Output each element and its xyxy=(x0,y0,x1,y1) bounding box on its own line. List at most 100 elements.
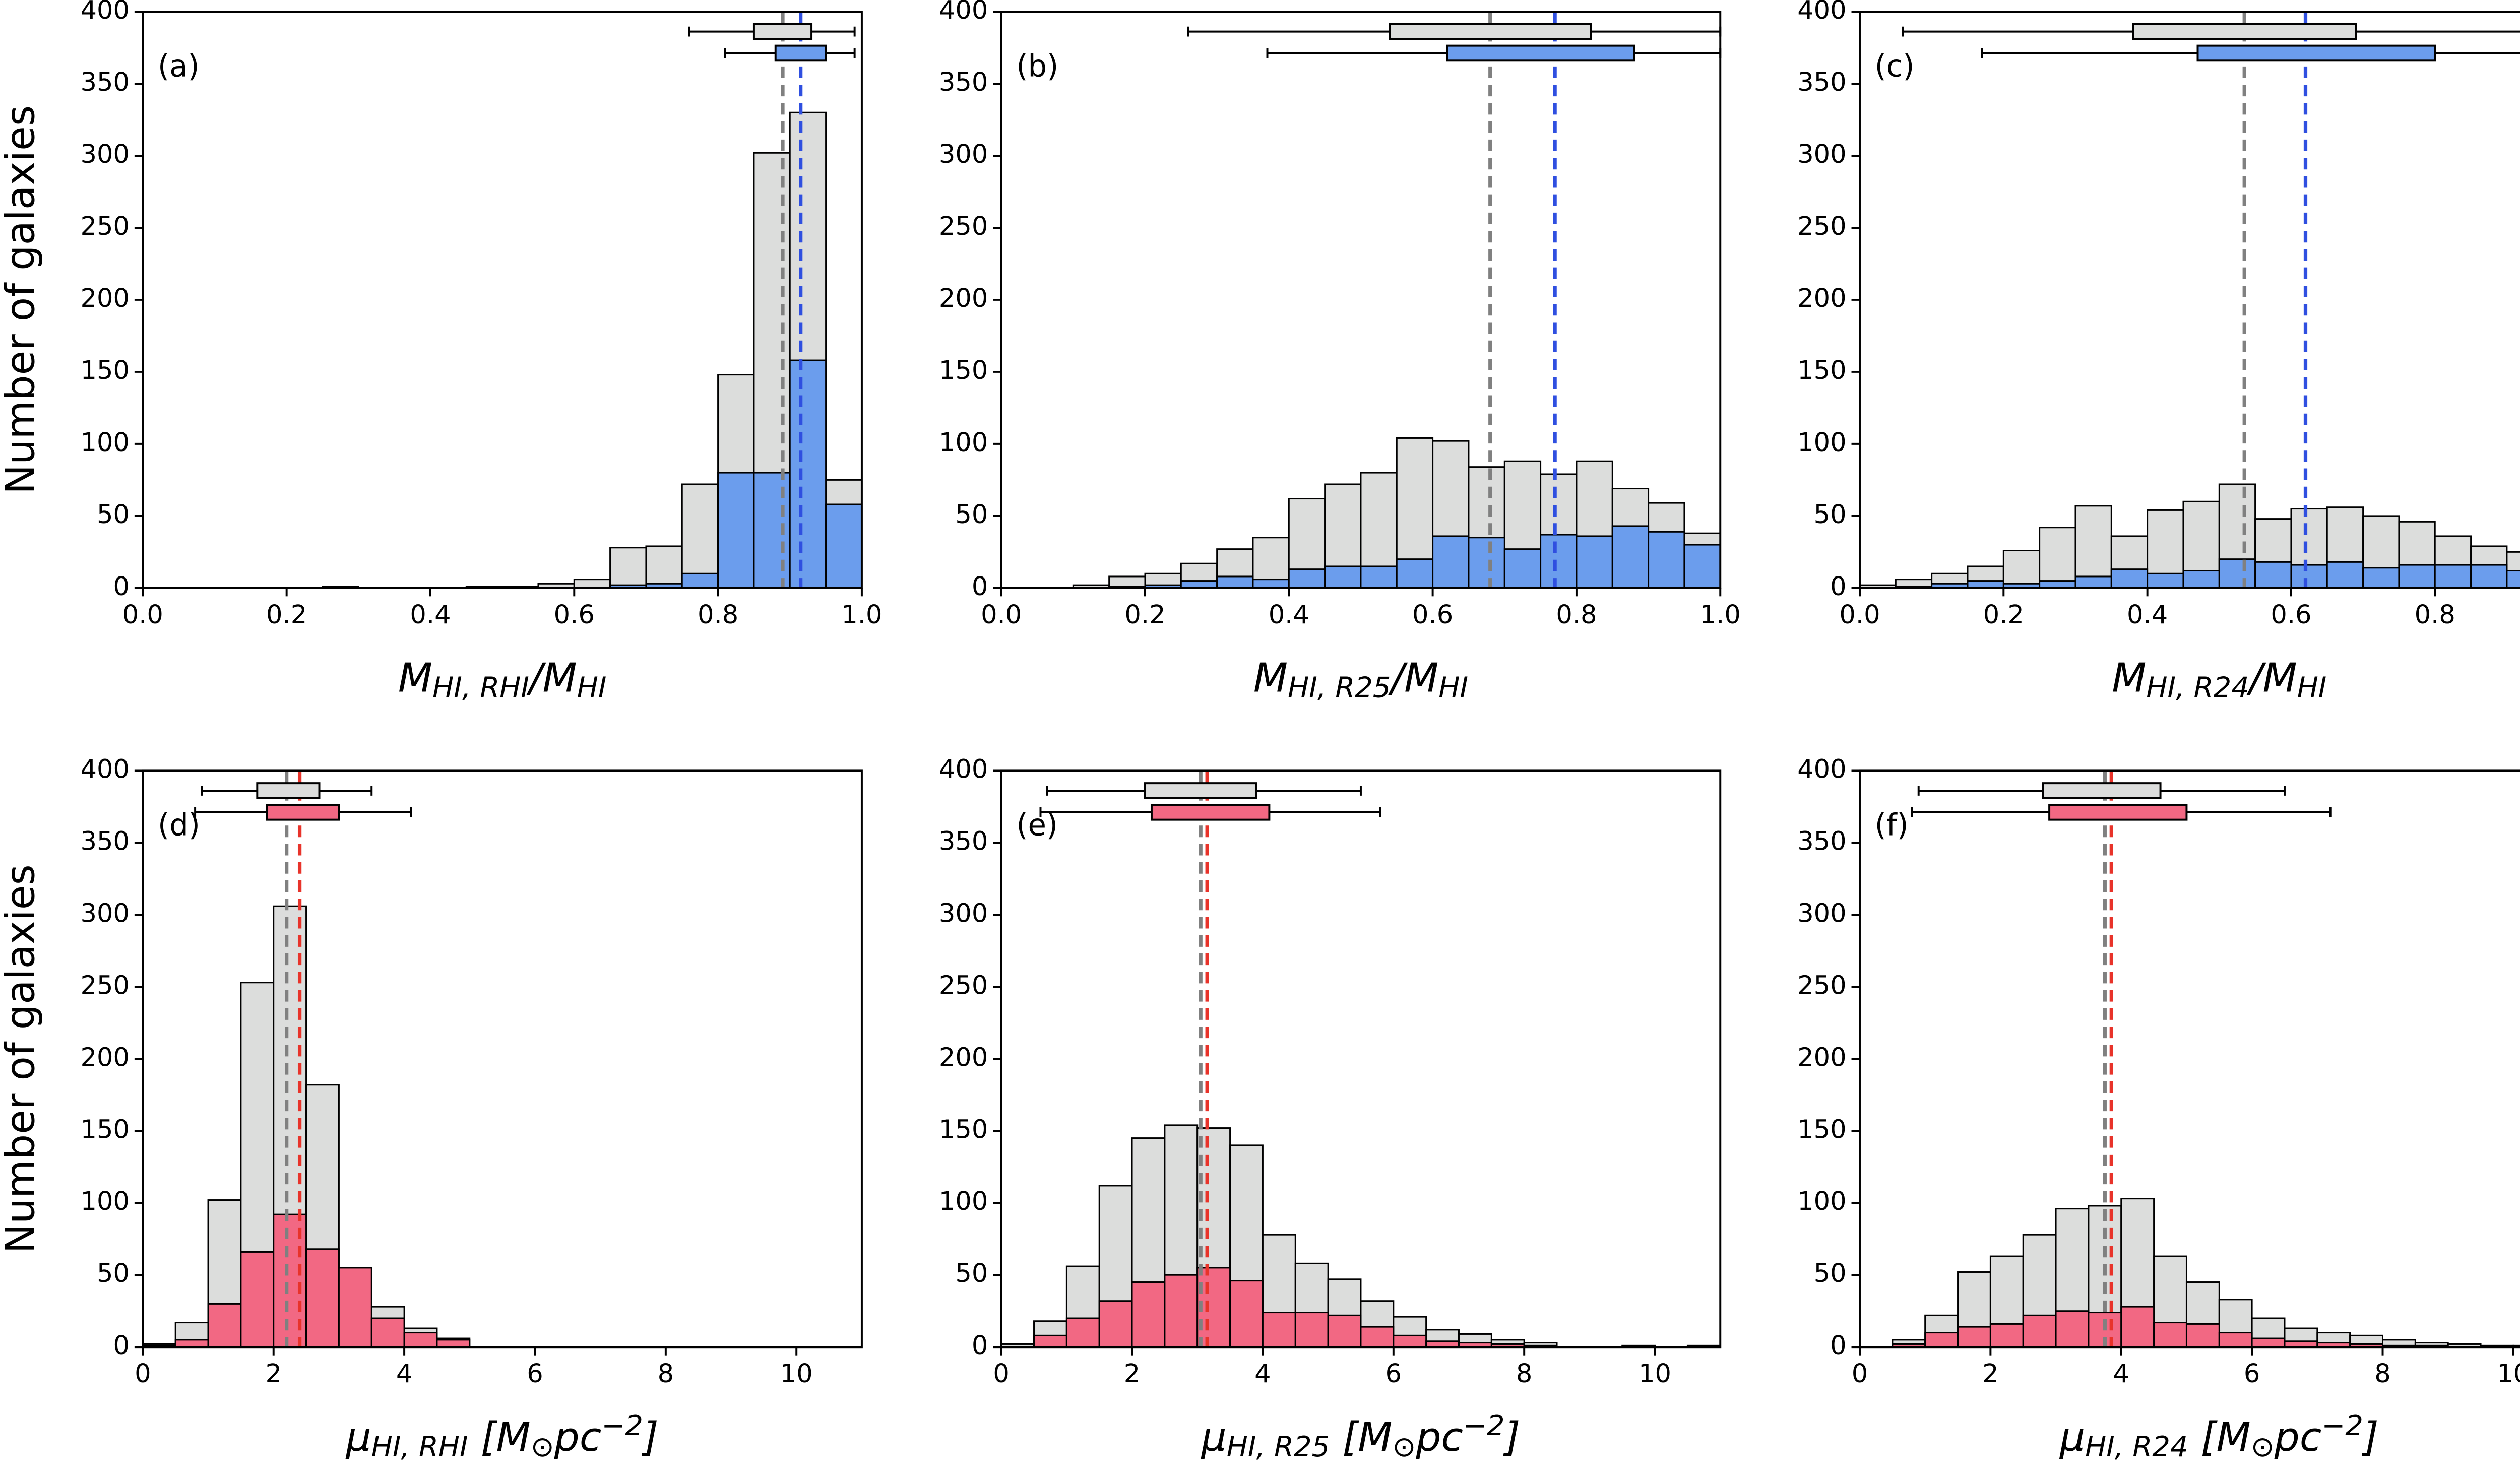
histogram-bar xyxy=(1229,1280,1264,1348)
x-axis-label-part: HI, R24 xyxy=(2146,672,2249,704)
histogram-bar xyxy=(1216,575,1254,589)
y-axis-label: Number of galaxies xyxy=(0,864,44,1253)
y-tick-label: 400 xyxy=(939,754,988,784)
x-tick-label: 4 xyxy=(2113,1359,2129,1389)
x-axis-label: MHI, R25/MHI xyxy=(1253,655,1468,704)
y-tick-label: 50 xyxy=(955,1259,988,1289)
x-axis-label-part: M xyxy=(1253,655,1288,701)
y-tick-label: 300 xyxy=(81,899,130,928)
histogram-bar xyxy=(2218,558,2256,589)
histogram-bar xyxy=(1164,1274,1199,1348)
y-tick-label: 200 xyxy=(1797,1043,1846,1072)
histogram-bar xyxy=(2039,580,2076,589)
histogram-bar xyxy=(1989,1323,2024,1348)
y-tick-label: 100 xyxy=(1797,428,1846,458)
x-tick-label: 0 xyxy=(135,1359,151,1389)
x-axis-label-part: pc xyxy=(554,1414,602,1460)
histogram-bar xyxy=(403,1332,438,1348)
histogram-bar xyxy=(2251,1337,2286,1348)
box xyxy=(2196,44,2436,62)
x-tick-label: 6 xyxy=(2244,1359,2260,1389)
histogram-bar xyxy=(2002,550,2041,589)
histogram-bar xyxy=(2218,1332,2253,1348)
x-axis-label-part: −2 xyxy=(601,1409,643,1442)
histogram-bar xyxy=(1924,1332,1959,1348)
y-tick-label: 200 xyxy=(81,1043,130,1072)
x-tick-label: 1.0 xyxy=(841,600,882,630)
histogram-bar xyxy=(1294,1312,1329,1348)
x-tick-label: 0.4 xyxy=(410,600,451,630)
x-tick-label: 0.4 xyxy=(2127,600,2168,630)
histogram-bar xyxy=(2398,564,2436,589)
histogram-bar xyxy=(2039,527,2076,589)
y-tick-label: 350 xyxy=(1797,68,1846,97)
y-tick-label: 350 xyxy=(1797,826,1846,856)
histogram-bar xyxy=(1468,537,1505,589)
x-tick-label: 0.0 xyxy=(1839,600,1880,630)
x-tick-label: 0.4 xyxy=(1269,600,1309,630)
x-tick-label: 0.2 xyxy=(1983,600,2024,630)
x-axis-label-part: /M xyxy=(2246,655,2297,701)
x-axis-label-part: pc xyxy=(2274,1414,2322,1460)
box xyxy=(752,23,813,40)
panel-label: (c) xyxy=(1875,48,1915,83)
x-tick-label: 0 xyxy=(1852,1359,1868,1389)
y-tick-label: 250 xyxy=(939,212,988,241)
box xyxy=(2048,804,2188,821)
y-tick-label: 300 xyxy=(1797,140,1846,169)
x-axis-label-part: HI, R25 xyxy=(1227,1431,1330,1463)
y-tick-label: 100 xyxy=(81,1187,130,1216)
histogram-bar xyxy=(2362,567,2400,589)
y-tick-label: 400 xyxy=(1797,754,1846,784)
histogram-bar xyxy=(1360,565,1398,589)
y-tick-label: 100 xyxy=(81,428,130,458)
x-tick-label: 0.2 xyxy=(266,600,307,630)
histogram-bar xyxy=(573,579,611,589)
y-tick-label: 150 xyxy=(939,356,988,386)
histogram-bar xyxy=(1324,565,1362,589)
histogram-bar xyxy=(1396,558,1434,589)
box xyxy=(1144,782,1257,799)
y-tick-label: 150 xyxy=(939,1115,988,1144)
x-axis-label-part: [M xyxy=(468,1414,531,1460)
x-tick-label: 2 xyxy=(1982,1359,1998,1389)
histogram-bar xyxy=(2185,1323,2220,1348)
axes-frame xyxy=(1859,769,2520,1349)
y-tick-label: 150 xyxy=(1797,356,1846,386)
x-axis-label-part: HI, R25 xyxy=(1288,672,1391,704)
y-tick-label: 50 xyxy=(1814,500,1847,530)
histogram-bar xyxy=(645,545,683,589)
y-tick-label: 250 xyxy=(939,971,988,1000)
y-tick-label: 350 xyxy=(81,826,130,856)
histogram-bar xyxy=(717,472,755,589)
box xyxy=(2132,23,2357,40)
histogram-bar xyxy=(2326,561,2364,589)
y-tick-label: 400 xyxy=(81,0,130,25)
histogram-bar xyxy=(2470,564,2508,589)
histogram-bar xyxy=(240,1251,275,1348)
y-tick-label: 50 xyxy=(1814,1259,1847,1289)
y-tick-label: 200 xyxy=(939,284,988,313)
histogram-bar xyxy=(825,503,863,589)
histogram-bar xyxy=(370,1317,405,1348)
histogram-bar xyxy=(2506,570,2520,589)
x-axis-label: MHI, RHI/MHI xyxy=(398,655,606,704)
x-axis-label-part: ] xyxy=(2361,1414,2379,1460)
x-tick-label: 2 xyxy=(265,1359,281,1389)
y-tick-label: 250 xyxy=(81,971,130,1000)
x-axis-label: μHI, RHI [M⊙pc−2] xyxy=(345,1409,658,1463)
x-tick-label: 2 xyxy=(1124,1359,1140,1389)
x-axis-label-part: [M xyxy=(1330,1414,1392,1460)
x-axis-label-part: HI xyxy=(2297,672,2327,704)
y-tick-label: 50 xyxy=(97,500,130,530)
y-tick-label: 300 xyxy=(1797,899,1846,928)
histogram-bar xyxy=(2022,1314,2057,1348)
histogram-bar xyxy=(1683,544,1721,589)
x-axis-label-part: [M xyxy=(2188,1414,2251,1460)
y-tick-label: 50 xyxy=(97,1259,130,1289)
x-tick-label: 6 xyxy=(527,1359,543,1389)
histogram-bar xyxy=(174,1339,209,1348)
x-axis-label-part: HI xyxy=(1438,672,1468,704)
box xyxy=(266,804,340,821)
y-tick-label: 300 xyxy=(939,140,988,169)
